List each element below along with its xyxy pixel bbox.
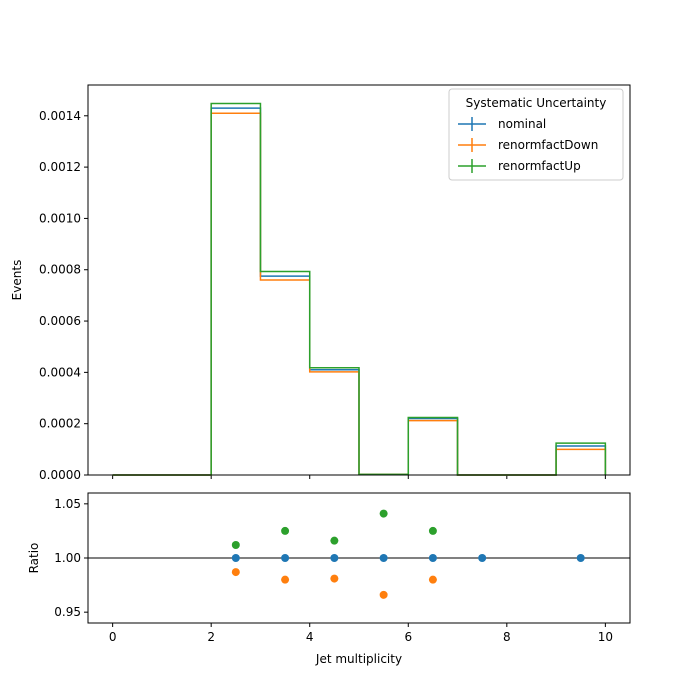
ratio-point bbox=[428, 554, 437, 562]
ratio-point bbox=[330, 574, 339, 583]
legend-entry-nominal: nominal bbox=[458, 117, 546, 131]
histogram-y-tick-label: 0.0000 bbox=[39, 468, 81, 482]
ratio-point bbox=[231, 554, 240, 562]
ratio-x-tick-label: 2 bbox=[207, 630, 215, 644]
ratio-point bbox=[281, 526, 290, 535]
ratio-x-tick-label: 10 bbox=[598, 630, 613, 644]
histogram-panel: 0.0000 0.0002 0.0004 0.0006 0.0008 0.0010 0.00… bbox=[10, 84, 631, 482]
histogram-y-tick-label: 0.0014 bbox=[39, 109, 81, 123]
histogram-y-axis-label: Events bbox=[10, 260, 24, 301]
ratio-point bbox=[478, 554, 487, 562]
ratio-point bbox=[330, 554, 339, 562]
ratio-x-axis-label: Jet multiplicity bbox=[315, 652, 402, 666]
histogram-y-tick-label: 0.0004 bbox=[39, 365, 81, 379]
ratio-point bbox=[379, 590, 388, 599]
ratio-x-tick-label: 8 bbox=[503, 630, 511, 644]
ratio-y-tick-label: 0.95 bbox=[54, 605, 81, 619]
ratio-series-nominal bbox=[231, 554, 585, 562]
histogram-y-tick-label: 0.0006 bbox=[39, 314, 81, 328]
ratio-point bbox=[576, 554, 585, 562]
ratio-y-axis-label: Ratio bbox=[27, 543, 41, 574]
ratio-point bbox=[428, 575, 437, 584]
legend: Systematic Uncertainty nominal renormfact… bbox=[448, 88, 624, 181]
histogram-y-tick-label: 0.0010 bbox=[39, 211, 81, 225]
ratio-point bbox=[281, 554, 290, 562]
ratio-y-tick-label: 1.00 bbox=[54, 551, 81, 565]
ratio-axis-ticks: 0.95 1.00 1.05 0 2 4 6 8 10 bbox=[54, 497, 613, 644]
ratio-point bbox=[231, 568, 240, 577]
histogram-y-tick-label: 0.0002 bbox=[39, 417, 81, 431]
ratio-point bbox=[231, 541, 240, 549]
ratio-frame bbox=[87, 492, 631, 624]
ratio-point bbox=[379, 509, 388, 518]
ratio-series-renormfactDown bbox=[231, 568, 437, 599]
ratio-x-tick-label: 4 bbox=[306, 630, 314, 644]
legend-entry-renormfactUp: renormfactUp bbox=[458, 159, 581, 173]
ratio-series-renormfactUp bbox=[231, 509, 437, 549]
histogram-axis-ticks: 0.0000 0.0002 0.0004 0.0006 0.0008 0.0010 0.00… bbox=[39, 109, 606, 482]
histogram-y-tick-label: 0.0012 bbox=[39, 160, 81, 174]
histogram-frame bbox=[87, 84, 631, 476]
ratio-y-tick-label: 1.05 bbox=[54, 497, 81, 511]
ratio-series bbox=[231, 509, 585, 599]
legend-box bbox=[448, 88, 624, 181]
legend-title: Systematic Uncertainty bbox=[466, 96, 607, 110]
ratio-panel: 0.95 1.00 1.05 0 2 4 6 8 10 Ratio Jet multiplici… bbox=[27, 492, 631, 666]
legend-entry-renormfactDown: renormfactDown bbox=[458, 138, 598, 152]
ratio-point bbox=[379, 554, 388, 562]
legend-label: nominal bbox=[498, 117, 546, 131]
legend-label: renormfactDown bbox=[498, 138, 598, 152]
ratio-point bbox=[330, 536, 339, 545]
ratio-point bbox=[428, 526, 437, 535]
legend-label: renormfactUp bbox=[498, 159, 581, 173]
legend-entries: nominal renormfactDown renormfactUp bbox=[458, 117, 598, 173]
histogram-y-tick-label: 0.0008 bbox=[39, 263, 81, 277]
ratio-x-tick-label: 6 bbox=[404, 630, 412, 644]
ratio-point bbox=[281, 575, 290, 584]
ratio-x-tick-label: 0 bbox=[109, 630, 117, 644]
